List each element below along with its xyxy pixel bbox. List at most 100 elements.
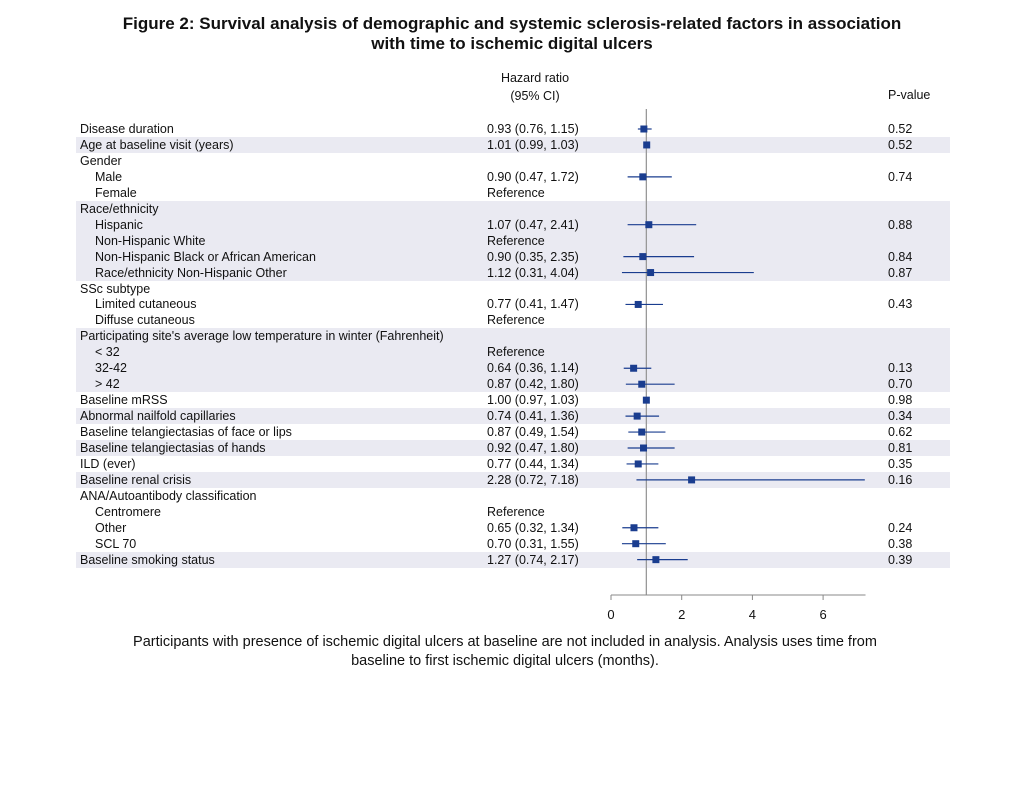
hazard-ratio-header-line-2: (95% CI)	[510, 89, 560, 103]
footnote-line-1: Participants with presence of ischemic d…	[133, 634, 877, 650]
hazard-ratio-value: Reference	[487, 313, 545, 328]
hazard-ratio-value: Reference	[487, 504, 545, 519]
p-value: 0.16	[888, 472, 913, 487]
p-value: 0.62	[888, 425, 913, 440]
hazard-ratio-marker	[647, 269, 655, 277]
table-row: Male 0.90 (0.47, 1.72) 0.74	[0, 169, 1024, 185]
p-value: 0.87	[888, 265, 913, 280]
hazard-ratio-marker	[642, 396, 650, 404]
table-row: Diffuse cutaneous Reference	[0, 312, 1024, 328]
row-label: Abnormal nailfold capillaries	[80, 409, 236, 424]
hazard-ratio-marker	[634, 300, 642, 308]
hazard-ratio-marker	[640, 444, 648, 452]
table-row: ILD (ever) 0.77 (0.44, 1.34) 0.35	[0, 456, 1024, 472]
x-axis-tick-label: 2	[678, 607, 685, 622]
table-row: Age at baseline visit (years) 1.01 (0.99,…	[0, 137, 1024, 153]
table-row: Baseline renal crisis 2.28 (0.72, 7.18) 0.…	[0, 472, 1024, 488]
p-value: 0.70	[888, 377, 913, 392]
hazard-ratio-value: 0.92 (0.47, 1.80)	[487, 441, 579, 455]
x-axis-tick-label: 6	[819, 607, 826, 622]
row-label: 32-42	[95, 361, 127, 376]
row-label: Race/ethnicity Non-Hispanic Other	[95, 265, 287, 280]
table-row: ANA/Autoantibody classification	[0, 488, 1024, 504]
table-row: Participating site's average low tempera…	[0, 328, 1024, 344]
hazard-ratio-marker	[688, 476, 696, 484]
hazard-ratio-marker	[633, 412, 641, 420]
row-label: < 32	[95, 345, 120, 360]
row-band	[76, 200, 950, 281]
table-row: Other 0.65 (0.32, 1.34) 0.24	[0, 520, 1024, 536]
p-value: 0.52	[888, 137, 913, 152]
table-row: Disease duration 0.93 (0.76, 1.15) 0.52	[0, 121, 1024, 137]
figure-title: Figure 2: Survival analysis of demograph…	[40, 14, 984, 54]
hazard-ratio-value: 1.07 (0.47, 2.41)	[487, 217, 579, 232]
p-value: 0.34	[888, 409, 913, 424]
x-axis-tick-label: 4	[749, 607, 756, 622]
row-label: Non-Hispanic White	[95, 233, 206, 248]
p-value: 0.81	[888, 441, 913, 455]
row-band	[76, 551, 950, 568]
p-value: 0.43	[888, 297, 913, 312]
table-row: < 32 Reference	[0, 344, 1024, 360]
p-value: 0.24	[888, 520, 913, 535]
row-band	[76, 328, 950, 393]
table-row: SSc subtype	[0, 281, 1024, 297]
row-label: Baseline smoking status	[80, 552, 215, 567]
hazard-ratio-header: Hazard ratio (95% CI)	[480, 69, 590, 105]
hazard-ratio-value: Reference	[487, 233, 545, 248]
table-row: Gender	[0, 153, 1024, 169]
p-value: 0.35	[888, 456, 913, 471]
figure-title-line-2: with time to ischemic digital ulcers	[371, 34, 653, 53]
hazard-ratio-value: 2.28 (0.72, 7.18)	[487, 472, 579, 487]
table-row: Baseline telangiectasias of face or lips…	[0, 424, 1024, 440]
row-label: > 42	[95, 377, 120, 392]
row-band	[76, 440, 950, 456]
table-row: Race/ethnicity	[0, 201, 1024, 217]
row-label: Age at baseline visit (years)	[80, 137, 234, 152]
row-label: Disease duration	[80, 122, 174, 136]
hazard-ratio-value: 0.87 (0.42, 1.80)	[487, 377, 579, 392]
table-row: Baseline smoking status 1.27 (0.74, 2.17)…	[0, 552, 1024, 568]
table-row: Centromere Reference	[0, 504, 1024, 520]
table-row: Hispanic 1.07 (0.47, 2.41) 0.88	[0, 217, 1024, 233]
hazard-ratio-marker	[652, 556, 660, 564]
table-row: Race/ethnicity Non-Hispanic Other 1.12 (0…	[0, 265, 1024, 281]
hazard-ratio-value: 0.74 (0.41, 1.36)	[487, 409, 579, 424]
table-row: 32-42 0.64 (0.36, 1.14) 0.13	[0, 360, 1024, 376]
hazard-ratio-value: 0.93 (0.76, 1.15)	[487, 122, 579, 136]
row-label: Participating site's average low tempera…	[80, 329, 444, 344]
figure-title-line-1: Figure 2: Survival analysis of demograph…	[122, 14, 902, 33]
hazard-ratio-value: 0.90 (0.35, 2.35)	[487, 249, 579, 264]
hazard-ratio-marker	[634, 460, 642, 468]
hazard-ratio-value: 0.65 (0.32, 1.34)	[487, 520, 579, 535]
hazard-ratio-marker	[632, 540, 640, 548]
p-value: 0.52	[888, 122, 913, 136]
row-label: Baseline telangiectasias of face or lips	[80, 425, 292, 440]
p-value: 0.38	[888, 536, 913, 551]
row-label: Hispanic	[95, 217, 143, 232]
hazard-ratio-value: 0.77 (0.44, 1.34)	[487, 456, 579, 471]
footnote: Participants with presence of ischemic d…	[60, 633, 950, 671]
hazard-ratio-value: 0.77 (0.41, 1.47)	[487, 297, 579, 312]
hazard-ratio-marker	[638, 428, 646, 436]
hazard-ratio-value: Reference	[487, 185, 545, 200]
row-label: SCL 70	[95, 536, 137, 551]
hazard-ratio-marker	[640, 125, 648, 133]
p-value: 0.84	[888, 249, 913, 264]
row-band	[76, 471, 950, 488]
p-value: 0.74	[888, 169, 913, 184]
hazard-ratio-value: 1.27 (0.74, 2.17)	[487, 552, 579, 567]
row-label: Diffuse cutaneous	[95, 313, 195, 328]
row-label: Centromere	[95, 504, 161, 519]
x-axis-tick-label: 0	[607, 607, 614, 622]
row-band	[76, 136, 950, 153]
hazard-ratio-marker	[639, 253, 647, 261]
row-label: Gender	[80, 153, 122, 168]
p-value: 0.39	[888, 552, 913, 567]
row-label: Limited cutaneous	[95, 297, 197, 312]
hazard-ratio-value: 0.87 (0.49, 1.54)	[487, 425, 579, 440]
hazard-ratio-value: 0.90 (0.47, 1.72)	[487, 169, 579, 184]
table-row: Baseline mRSS 1.00 (0.97, 1.03) 0.98	[0, 392, 1024, 408]
row-label: Race/ethnicity	[80, 201, 159, 216]
